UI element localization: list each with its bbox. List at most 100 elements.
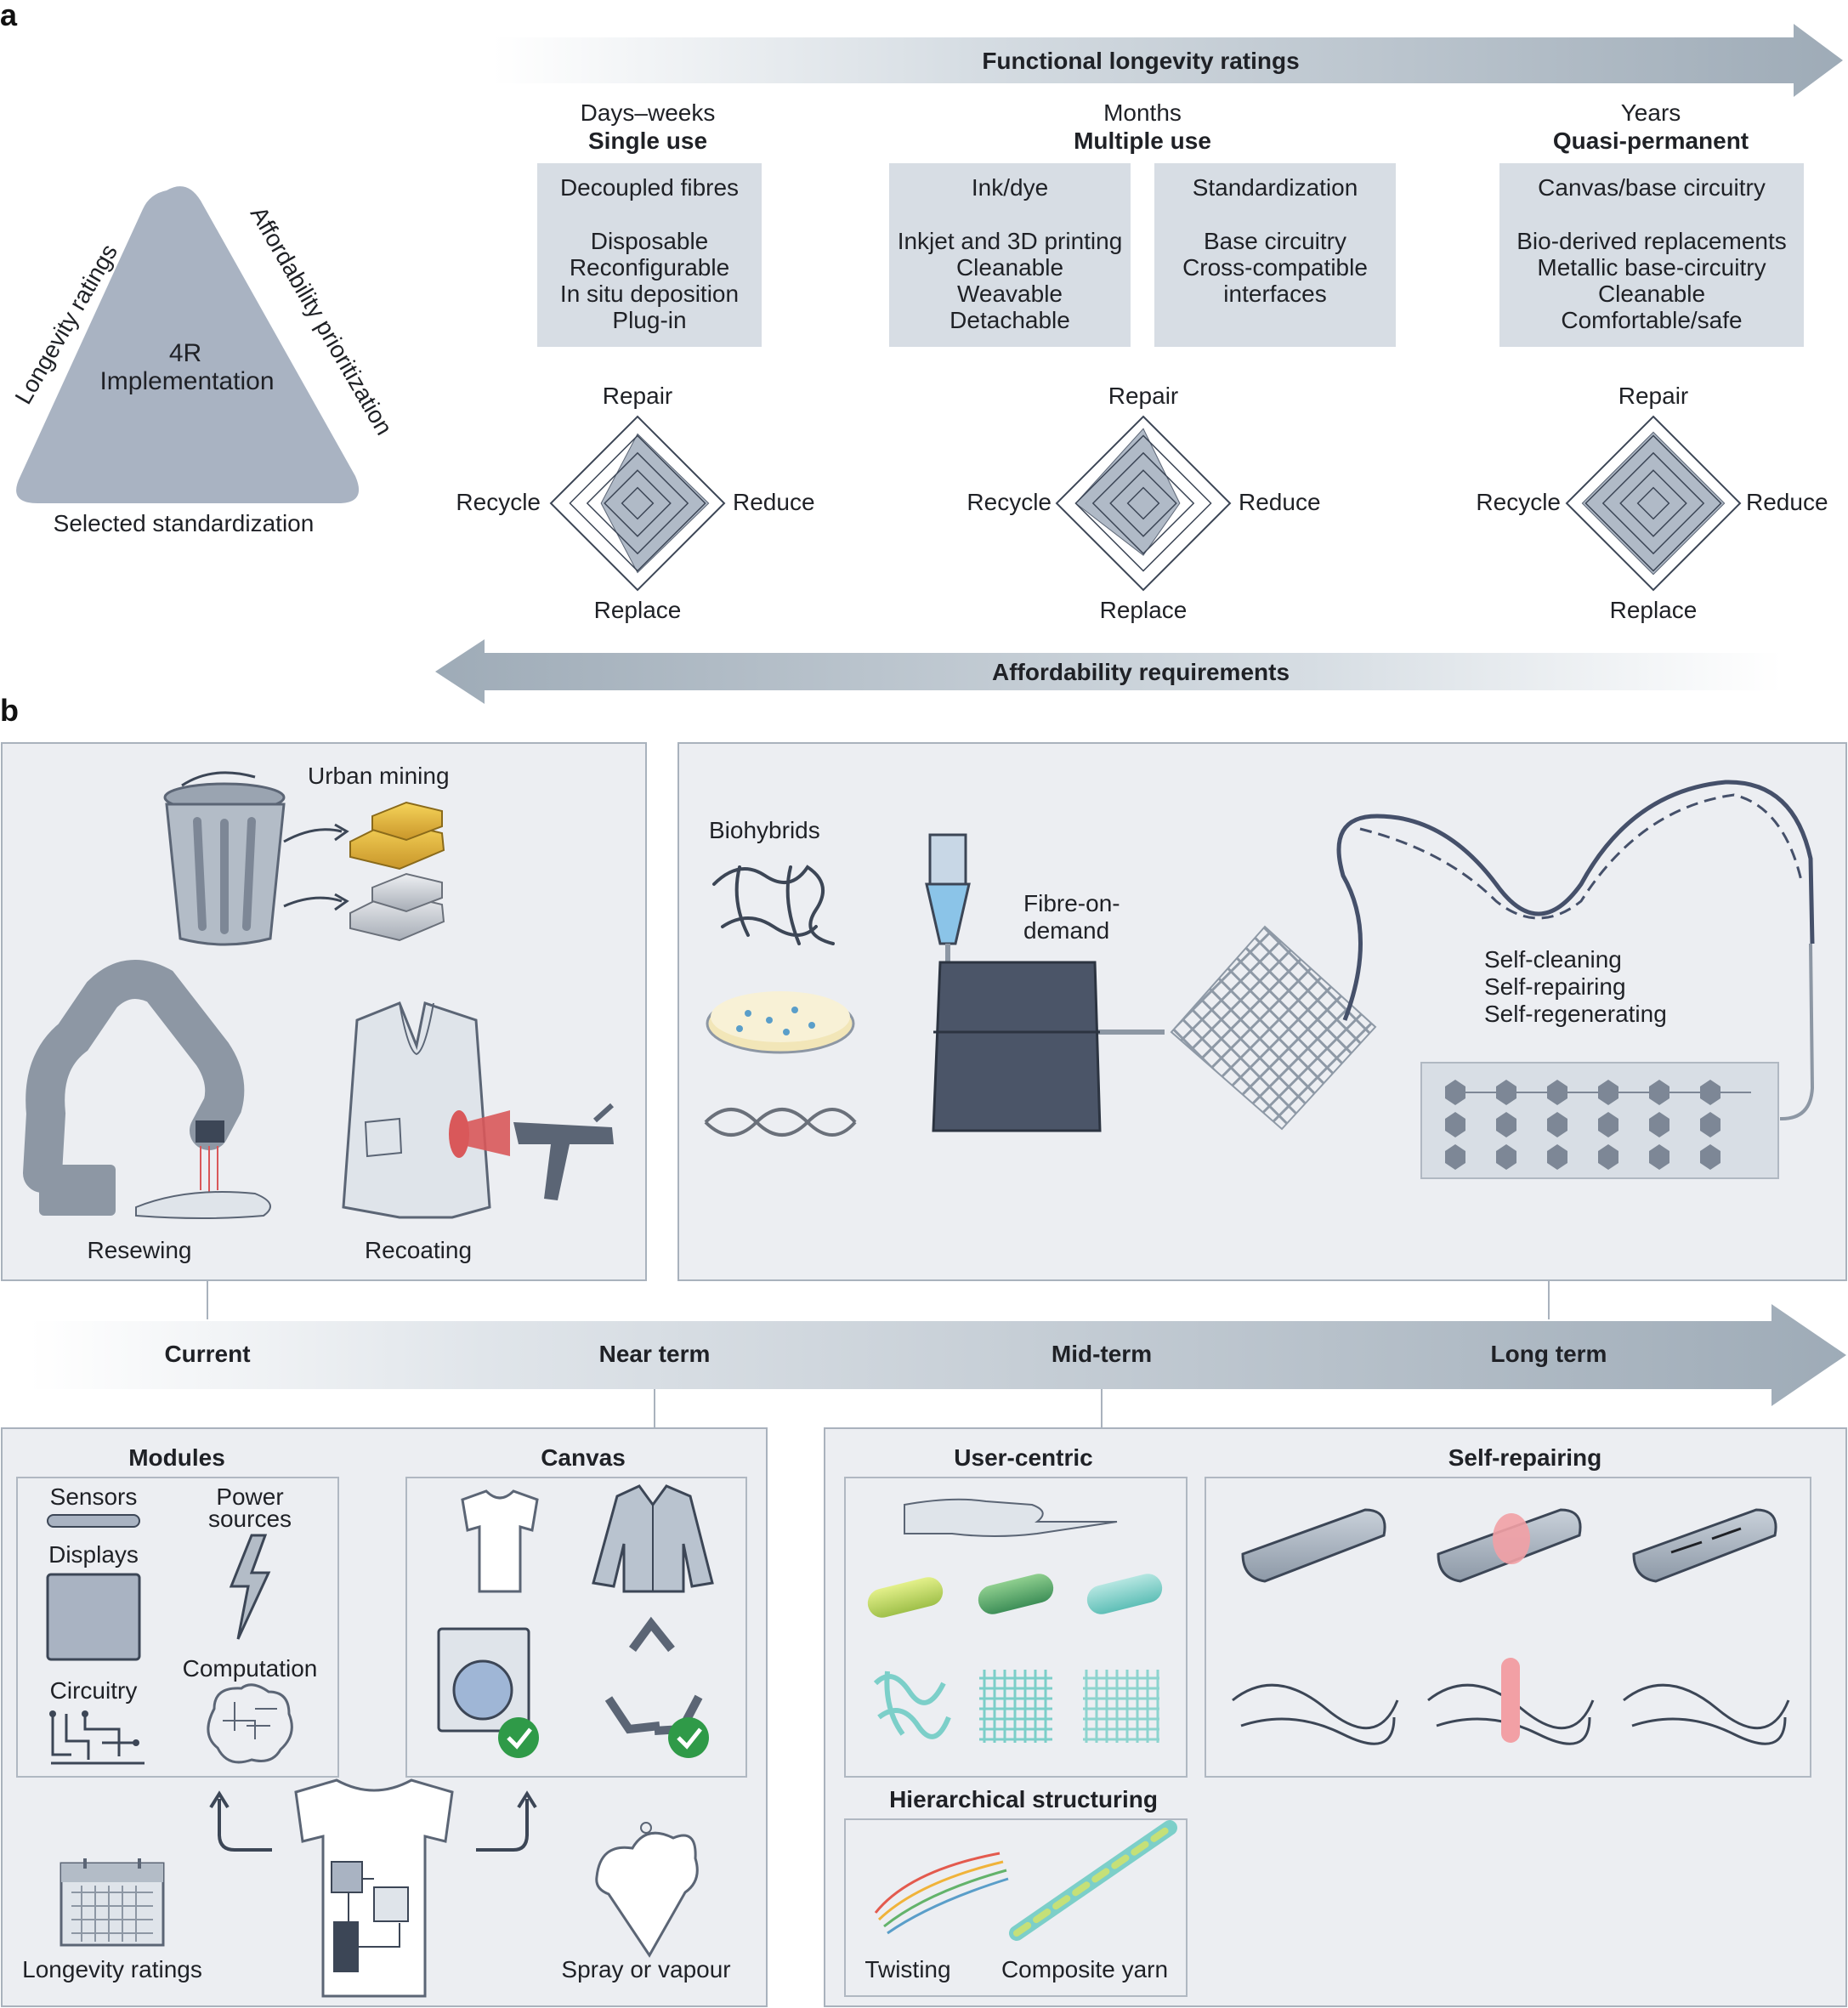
- cylinder-repairing-icon: [1437, 1508, 1582, 1583]
- jacket-icon: [592, 1484, 714, 1593]
- panel-label-b: b: [0, 693, 19, 728]
- four-r-triangle: 4R Implementation Longevity ratings Affo…: [9, 186, 398, 536]
- robot-arm-icon: [23, 960, 271, 1219]
- radar-label-replace: Replace: [1100, 597, 1188, 623]
- radar-chart-multiple-use: Repair Reduce Replace Recycle: [967, 383, 1320, 623]
- recycle-icon: [604, 1616, 709, 1758]
- twisting-label: Twisting: [864, 1956, 950, 1982]
- washing-machine-icon: [437, 1627, 539, 1758]
- self-repairing-label: Self-repairing: [1484, 973, 1626, 1000]
- hierarchical-frame: [844, 1818, 1188, 1997]
- functional-longevity-arrow: [493, 24, 1843, 97]
- fibre-on-demand-label-2: demand: [1023, 917, 1109, 944]
- arrow-head: [209, 1790, 230, 1809]
- displays-label: Displays: [48, 1541, 139, 1568]
- timeline-mid-term: Mid-term: [1052, 1341, 1152, 1367]
- ionic-network-icons: [1232, 1658, 1790, 1745]
- modules-frame: [16, 1477, 339, 1778]
- box-line: Detachable: [950, 307, 1070, 333]
- timeline-near-term: Near term: [599, 1341, 711, 1367]
- column-heading-single-use: Days–weeks Single use: [581, 99, 716, 154]
- arrow-to-canvas: [476, 1799, 529, 1852]
- radar-label-repair: Repair: [1108, 383, 1178, 409]
- panel-near-term-modular: Modules Canvas Sensors Power sources Dis…: [1, 1427, 768, 2007]
- triangle-bottom-side-label: Selected standardization: [54, 510, 315, 536]
- radar-grid-ring-overlay: [1584, 434, 1722, 572]
- cylinder-healed-icon: [1632, 1508, 1777, 1583]
- radar-value-area: [1581, 431, 1726, 576]
- self-repairing-title: Self-repairing: [1448, 1444, 1601, 1471]
- brain-chip-icon: [207, 1683, 293, 1764]
- column-time: Years: [1621, 99, 1681, 126]
- radar-value-area: [600, 433, 710, 574]
- timeline-current: Current: [164, 1341, 250, 1367]
- silver-bars-icon: [349, 872, 445, 942]
- urban-mining-label: Urban mining: [308, 763, 450, 789]
- self-cleaning-label: Self-cleaning: [1484, 946, 1622, 973]
- box-heading: Ink/dye: [972, 174, 1048, 201]
- arrow-head: [517, 1790, 537, 1809]
- composite-yarn-label: Composite yarn: [1001, 1956, 1168, 1982]
- radar-label-repair: Repair: [603, 383, 672, 409]
- user-centric-title: User-centric: [954, 1444, 1092, 1471]
- panel-long-term-fibre: Biohybrids Fibre-on- demand: [677, 742, 1847, 1281]
- sensors-label: Sensors: [50, 1483, 138, 1510]
- calendar-icon: [60, 1858, 165, 1947]
- cylinder-intact-icon: [1241, 1508, 1386, 1583]
- radar-label-replace: Replace: [594, 597, 682, 623]
- resewing-label: Resewing: [88, 1237, 192, 1263]
- radar-grid-ring-overlay: [1619, 469, 1687, 537]
- timeline-arrow: [29, 1304, 1846, 1406]
- feature-box-canvas-base-circuitry: Canvas/base circuitry Bio-derived replac…: [1499, 163, 1804, 347]
- arrow-to-gold: [283, 828, 343, 843]
- radar-grid-ring-overlay: [1091, 451, 1195, 555]
- dna-helix-icon: [704, 1108, 857, 1137]
- box-line: Bio-derived replacements: [1516, 228, 1787, 254]
- column-use: Single use: [588, 128, 707, 154]
- lightning-bolt-icon: [229, 1534, 271, 1640]
- trash-can-icon: [163, 771, 286, 946]
- modules-title: Modules: [128, 1444, 225, 1471]
- circuitry-label: Circuitry: [50, 1677, 138, 1704]
- fibre-samples-icons: [867, 1574, 1163, 1743]
- spray-or-vapour-label: Spray or vapour: [561, 1956, 730, 1982]
- radar-grid-ring-overlay: [604, 469, 672, 537]
- fibre-extruder-icon: [925, 833, 1165, 1132]
- box-line: Metallic base-circuitry: [1537, 254, 1766, 281]
- woven-fabric-icon: [1170, 925, 1377, 1131]
- radar-grid-ring-overlay: [586, 451, 689, 555]
- arrow-to-modules: [218, 1799, 272, 1852]
- feature-box-standardization: Standardization Base circuitry Cross-com…: [1154, 163, 1396, 347]
- affordability-label: Affordability requirements: [992, 659, 1290, 685]
- panel-current-repair: Urban mining Resewing Recoating: [1, 742, 647, 1281]
- box-line: Cross-compatible: [1182, 254, 1368, 281]
- user-centric-frame: [844, 1477, 1188, 1778]
- longevity-ratings-label: Longevity ratings: [22, 1956, 202, 1982]
- box-line: Base circuitry: [1204, 228, 1346, 254]
- box-line: interfaces: [1223, 281, 1326, 307]
- petri-dish-icon: [706, 991, 855, 1054]
- radar-value-area: [1074, 428, 1181, 556]
- radar-grid-ring-overlay: [1126, 486, 1160, 520]
- radar-label-reduce: Reduce: [1239, 489, 1321, 515]
- canvas-title: Canvas: [541, 1444, 626, 1471]
- column-heading-quasi-permanent: Years Quasi-permanent: [1553, 99, 1749, 154]
- molecular-chain-icon: [1420, 1062, 1779, 1179]
- gold-bars-icon: [349, 801, 445, 871]
- radar-grid-ring-overlay: [1109, 469, 1177, 537]
- box-line: Plug-in: [612, 307, 686, 333]
- triangle-center-line2: Implementation: [99, 367, 274, 395]
- box-line: Cleanable: [1598, 281, 1705, 307]
- twisting-fibres-icon: [874, 1852, 1009, 1935]
- radar-label-reduce: Reduce: [1746, 489, 1828, 515]
- feature-box-ink-dye: Ink/dye Inkjet and 3D printing Cleanable…: [889, 163, 1131, 347]
- radar-label-recycle: Recycle: [967, 489, 1052, 515]
- self-repairing-frame: [1205, 1477, 1811, 1778]
- arrow-head: [334, 893, 349, 911]
- canvas-frame: [405, 1477, 747, 1778]
- spray-cloud-icon: [595, 1822, 699, 1958]
- box-line: Disposable: [591, 228, 709, 254]
- column-use: Multiple use: [1074, 128, 1211, 154]
- recoating-label: Recoating: [365, 1237, 472, 1263]
- biohybrids-label: Biohybrids: [709, 817, 820, 843]
